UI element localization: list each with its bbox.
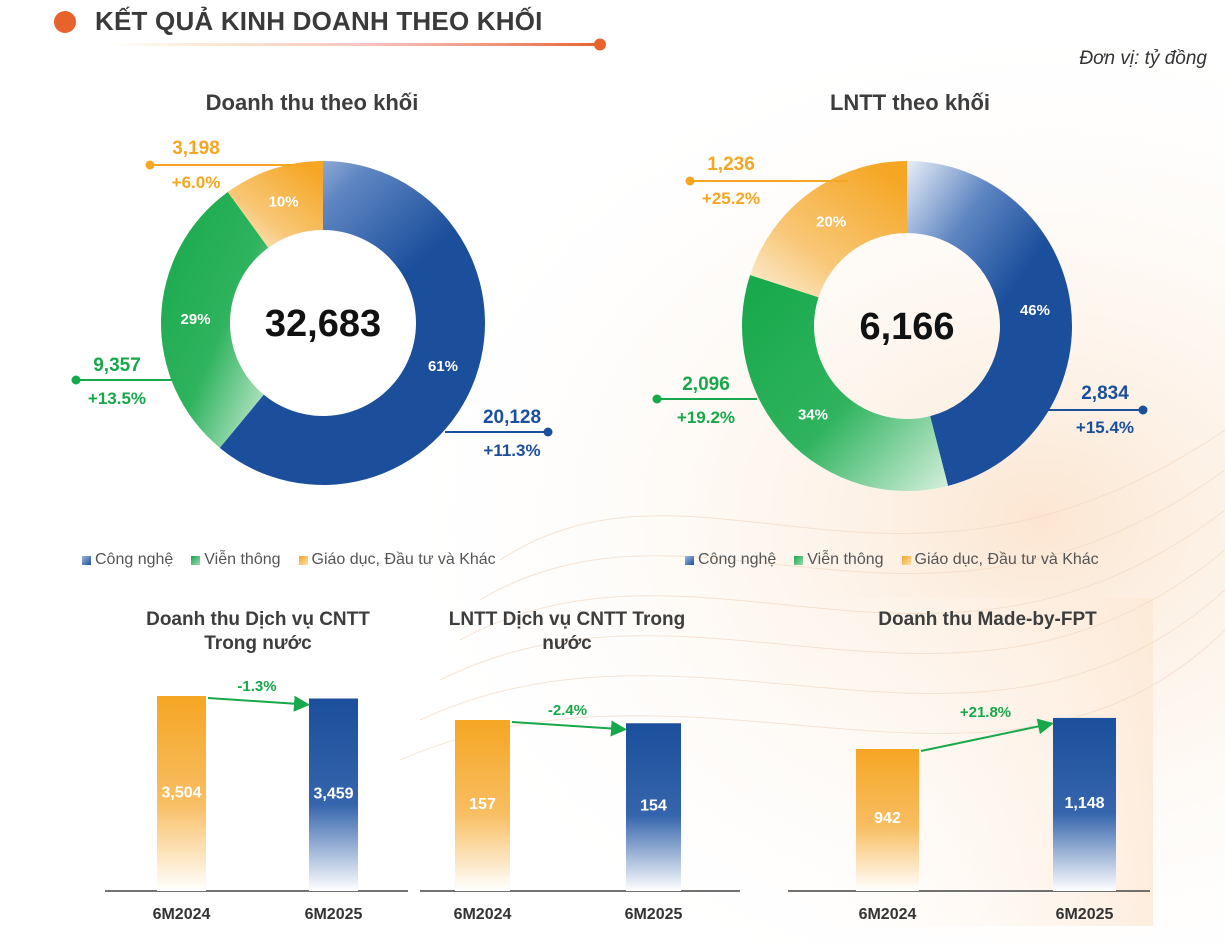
header-underline-dot — [594, 38, 606, 51]
bar-value-label: 942 — [874, 810, 901, 827]
donut-profit-title: LNTT theo khối — [829, 90, 991, 115]
callout-dot-telecom — [71, 375, 81, 385]
slice-percent-label: 46% — [1020, 302, 1050, 319]
callout-dot-tech — [543, 427, 553, 437]
bar-6m2025 — [309, 698, 358, 891]
change-arrow — [207, 695, 310, 712]
bar-charts-area: 3,504 6M2024 3,459 6M2025 -1.3% 157 6M2024 154 6… — [105, 678, 1150, 923]
legend-item-tech: Công nghệ — [82, 551, 173, 569]
bar-category-label: 6M2025 — [305, 906, 363, 923]
callout-dot-tech — [1138, 405, 1148, 415]
legend-swatch-tech — [685, 555, 694, 565]
bar-category-label: 6M2024 — [859, 906, 917, 923]
legend-swatch-tech — [82, 555, 91, 565]
legend-swatch-telecom — [794, 555, 804, 565]
donut-total-label: 32,683 — [265, 303, 381, 345]
legend-revenue: Công nghệ Viễn thông Giáo dục, Đầu tư và… — [82, 551, 508, 569]
slice-percent-label: 10% — [269, 194, 299, 211]
bar-value-label: 154 — [640, 797, 667, 814]
change-label: -2.4% — [548, 702, 587, 719]
donut-total-label: 6,166 — [859, 306, 954, 348]
legend-swatch-telecom — [191, 555, 201, 565]
legend-item-edu: Giáo dục, Đầu tư và Khác — [298, 551, 496, 569]
bar-6m2024 — [856, 749, 919, 891]
callout-growth-tech: +15.4% — [1076, 418, 1134, 437]
bar-value-label: 3,459 — [313, 786, 353, 803]
bar-6m2024 — [455, 720, 510, 891]
callout-growth-tech: +11.3% — [483, 441, 540, 460]
donut-slice-edu — [750, 161, 907, 298]
donut-slice-telecom — [742, 275, 949, 491]
slice-percent-label: 34% — [798, 406, 828, 423]
change-label: -1.3% — [237, 678, 276, 695]
callout-value-tech: 20,128 — [483, 407, 541, 428]
callout-value-edu: 3,198 — [172, 138, 220, 159]
bar-category-label: 6M2024 — [454, 906, 512, 923]
callout-growth-telecom: +13.5% — [88, 389, 146, 408]
legend-swatch-edu — [901, 555, 911, 565]
callout-dot-telecom — [652, 394, 662, 404]
bar-chart-mbf-title: Doanh thu Made-by-FPT — [878, 609, 1097, 630]
callout-value-edu: 1,236 — [707, 154, 755, 175]
callout-value-telecom: 2,096 — [682, 374, 730, 395]
header-bullet-dot — [54, 11, 76, 33]
legend-item-telecom: Viễn thông — [794, 551, 884, 569]
slice-percent-label: 29% — [181, 311, 211, 328]
unit-label: Đơn vị: tỷ đồng — [1079, 48, 1207, 69]
bar-category-label: 6M2024 — [153, 906, 211, 923]
donut-revenue-chart: 61% 29% 10% 32,683 20,128 +11.3% 9,357 +13.5% 3,… — [71, 138, 553, 486]
legend-item-telecom: Viễn thông — [191, 551, 281, 569]
bar-category-label: 6M2025 — [625, 906, 683, 923]
legend-item-tech: Công nghệ — [685, 551, 776, 569]
bar-value-label: 1,148 — [1064, 795, 1104, 812]
donut-slice-edu — [227, 161, 323, 248]
callout-growth-edu: +6.0% — [172, 173, 221, 192]
bar-6m2025 — [626, 723, 681, 891]
callout-dot-edu — [685, 176, 695, 186]
donut-slice-tech — [219, 161, 486, 486]
change-arrow — [511, 720, 627, 737]
callout-dot-edu — [145, 160, 155, 170]
callout-growth-edu: +25.2% — [702, 189, 760, 208]
header-underline — [110, 43, 600, 46]
change-label: +21.8% — [960, 704, 1011, 721]
header-decoration — [54, 11, 606, 51]
donut-slice-tech — [907, 161, 1072, 486]
bar-chart-it-profit-title: LNTT Dịch vụ CNTT Trong nước — [448, 609, 686, 654]
legend-item-edu: Giáo dục, Đầu tư và Khác — [901, 551, 1099, 569]
bar-chart-it-revenue-title: Doanh thu Dịch vụ CNTT Trong nước — [146, 609, 370, 654]
bar-category-label: 6M2025 — [1056, 906, 1114, 923]
donut-profit-chart: 46% 34% 20% 6,166 2,834 +15.4% 2,096 +19.2% 1,23… — [652, 154, 1148, 491]
donut-revenue-title: Doanh thu theo khối — [205, 90, 419, 115]
legend-swatch-edu — [298, 555, 308, 565]
slice-percent-label: 61% — [428, 358, 458, 375]
slice-percent-label: 20% — [816, 214, 846, 231]
callout-value-tech: 2,834 — [1081, 383, 1129, 404]
bar-6m2025 — [1053, 717, 1116, 891]
legend-profit: Công nghệ Viễn thông Giáo dục, Đầu tư và… — [685, 551, 1111, 569]
bar-6m2024 — [157, 696, 206, 891]
bar-value-label: 157 — [469, 796, 496, 813]
callout-value-telecom: 9,357 — [93, 355, 141, 376]
page-title: KẾT QUẢ KINH DOANH THEO KHỐI — [95, 6, 543, 36]
bar-value-label: 3,504 — [161, 784, 201, 801]
change-arrow — [920, 718, 1054, 752]
callout-growth-telecom: +19.2% — [677, 408, 735, 427]
donut-slice-telecom — [160, 191, 269, 448]
